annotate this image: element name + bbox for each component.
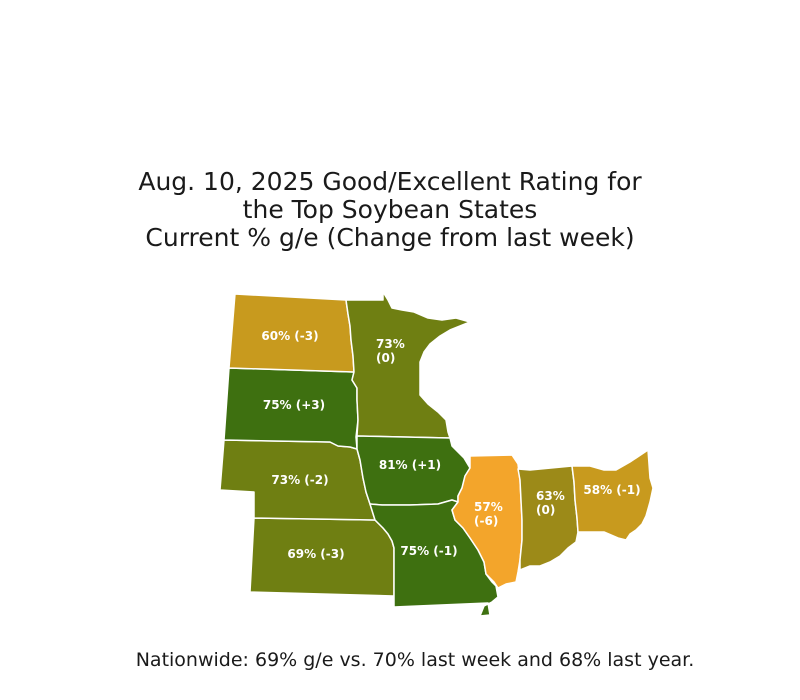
title-line-3: Current % g/e (Change from last week) xyxy=(145,223,635,252)
title-line-1: Aug. 10, 2025 Good/Excellent Rating for xyxy=(138,167,642,196)
label-kansas: 69% (-3) xyxy=(287,547,344,561)
label-illinois-change: (-6) xyxy=(474,514,498,528)
label-minnesota-change: (0) xyxy=(376,351,395,365)
label-illinois-pct: 57% xyxy=(474,500,503,514)
map-title: Aug. 10, 2025 Good/Excellent Rating for … xyxy=(90,168,690,252)
label-nebraska: 73% (-2) xyxy=(271,473,328,487)
label-iowa: 81% (+1) xyxy=(379,458,441,472)
state-ohio xyxy=(571,449,654,541)
state-indiana xyxy=(517,465,579,571)
label-ohio: 58% (-1) xyxy=(583,483,640,497)
label-indiana-change: (0) xyxy=(536,503,555,517)
nationwide-summary: Nationwide: 69% g/e vs. 70% last week an… xyxy=(135,649,695,671)
state-minnesota xyxy=(345,291,471,439)
title-line-2: the Top Soybean States xyxy=(242,195,538,224)
state-missouri xyxy=(369,499,499,617)
label-north-dakota: 60% (-3) xyxy=(261,329,318,343)
label-south-dakota: 75% (+3) xyxy=(263,398,325,412)
label-indiana-pct: 63% xyxy=(536,489,565,503)
label-minnesota-pct: 73% xyxy=(376,337,405,351)
label-missouri: 75% (-1) xyxy=(400,544,457,558)
